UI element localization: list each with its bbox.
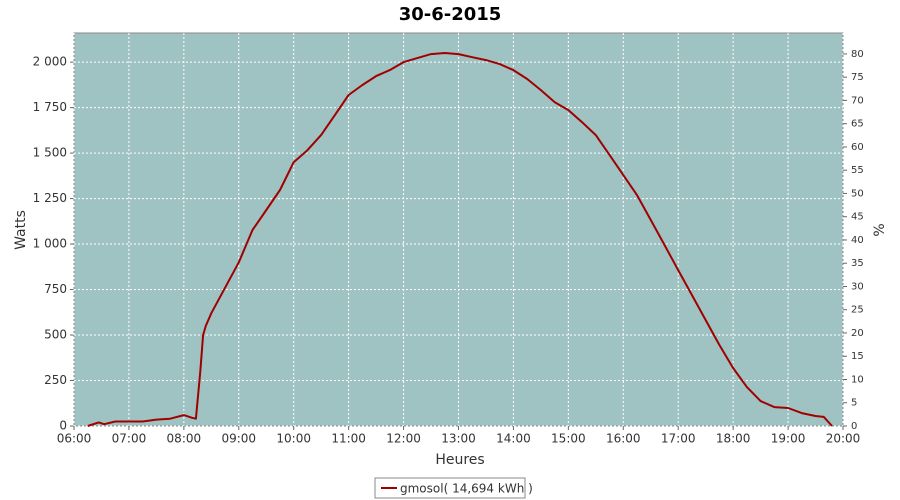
x-tick-label: 13:00 xyxy=(441,432,476,446)
y-tick-label: 0 xyxy=(59,419,67,433)
x-tick-label: 11:00 xyxy=(331,432,366,446)
y2-tick-label: 80 xyxy=(851,49,864,60)
x-tick-label: 12:00 xyxy=(386,432,421,446)
y-tick-label: 250 xyxy=(44,373,67,387)
x-tick-label: 06:00 xyxy=(57,432,92,446)
x-tick-label: 18:00 xyxy=(716,432,751,446)
y-tick-label: 1 000 xyxy=(33,237,67,251)
x-tick-label: 07:00 xyxy=(112,432,147,446)
y2-tick-label: 15 xyxy=(851,351,864,362)
y2-tick-label: 70 xyxy=(851,95,864,106)
y2-tick-label: 5 xyxy=(851,398,857,409)
x-tick-label: 17:00 xyxy=(661,432,696,446)
y2-tick-label: 50 xyxy=(851,188,864,199)
y-tick-label: 750 xyxy=(44,282,67,296)
x-tick-label: 14:00 xyxy=(496,432,531,446)
y-tick-label: 2 000 xyxy=(33,55,67,69)
y2-tick-label: 10 xyxy=(851,374,864,385)
y-tick-label: 1 750 xyxy=(33,100,67,114)
chart-title: 30-6-2015 xyxy=(399,4,502,25)
x-tick-label: 08:00 xyxy=(167,432,202,446)
legend: gmosol( 14,694 kWh ) xyxy=(374,477,533,499)
y2-tick-label: 55 xyxy=(851,165,864,176)
y2-tick-label: 20 xyxy=(851,328,864,339)
data-line xyxy=(87,52,833,427)
y2-tick-label: 75 xyxy=(851,72,864,83)
y2-tick-label: 45 xyxy=(851,212,864,223)
y2-tick-label: 40 xyxy=(851,235,864,246)
x-tick-label: 09:00 xyxy=(221,432,256,446)
y2-tick-label: 35 xyxy=(851,258,864,269)
x-tick-label: 16:00 xyxy=(606,432,641,446)
y2-tick-label: 30 xyxy=(851,281,864,292)
y2-tick-label: 0 xyxy=(851,421,857,432)
legend-box xyxy=(374,477,526,499)
y2-tick-label: 25 xyxy=(851,305,864,316)
y-tick-label: 1 250 xyxy=(33,191,67,205)
x-tick-label: 19:00 xyxy=(771,432,806,446)
y-axis-label: Watts xyxy=(13,210,29,250)
y2-axis-label: % xyxy=(872,223,888,236)
y-tick-label: 500 xyxy=(44,328,67,342)
x-tick-label: 15:00 xyxy=(551,432,586,446)
legend-label: gmosol( 14,694 kWh ) xyxy=(400,482,533,496)
x-tick-label: 20:00 xyxy=(826,432,861,446)
y2-tick-label: 60 xyxy=(851,142,864,153)
x-axis-label: Heures xyxy=(435,452,484,468)
y2-tick-label: 65 xyxy=(851,119,864,130)
y-tick-label: 1 500 xyxy=(33,146,67,160)
x-tick-label: 10:00 xyxy=(276,432,311,446)
